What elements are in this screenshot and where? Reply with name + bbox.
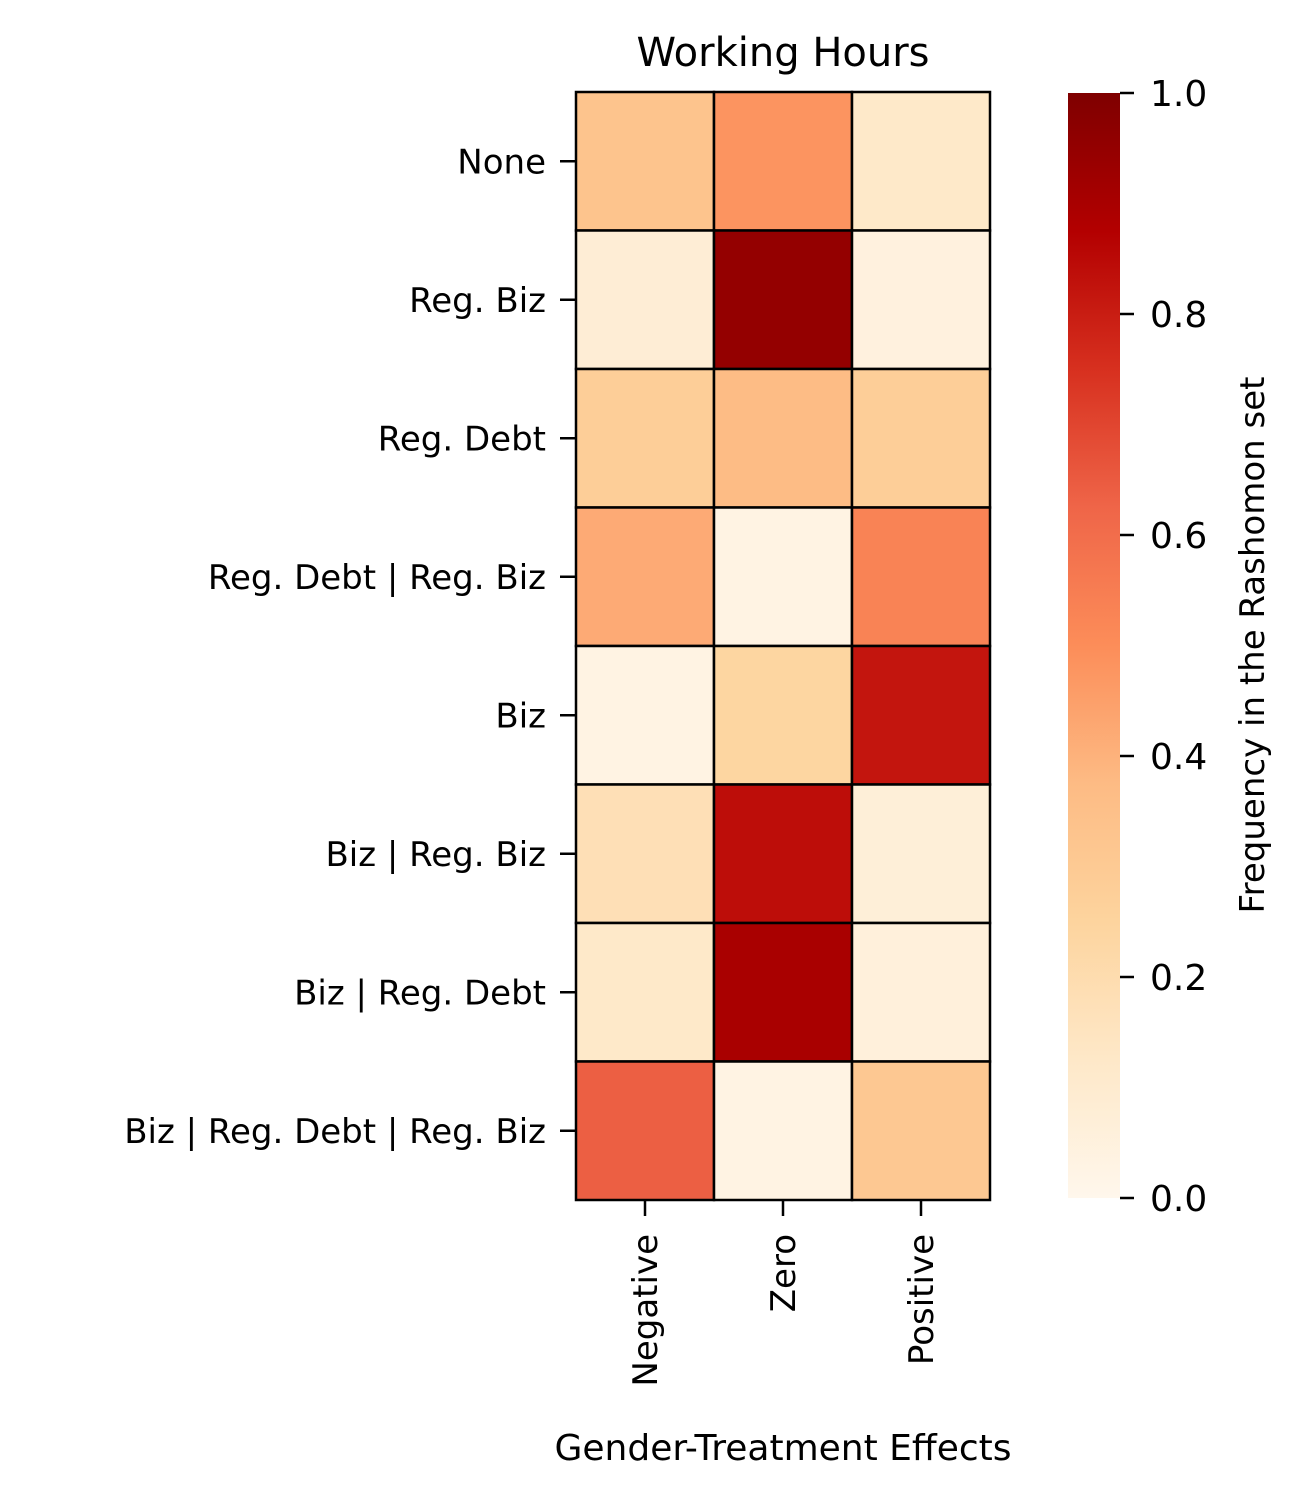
- colorbar-gradient: [1068, 93, 1120, 1198]
- colorbar-tick-label: 0.8: [1150, 295, 1207, 336]
- y-tick-label: Reg. Debt | Reg. Biz: [208, 558, 546, 598]
- heatmap-cell: [850, 644, 992, 786]
- heatmap-cell: [850, 90, 992, 232]
- y-tick-label: Biz: [495, 696, 546, 736]
- heatmap-cell: [574, 921, 716, 1063]
- heatmap-cell: [850, 783, 992, 925]
- heatmap-cell: [712, 644, 854, 786]
- x-tick-label: Negative: [626, 1234, 666, 1387]
- heatmap-cell: [850, 921, 992, 1063]
- heatmap-cell: [850, 506, 992, 648]
- heatmap-cell: [574, 783, 716, 925]
- y-tick-label: Biz | Reg. Debt: [294, 973, 546, 1013]
- heatmap-cell: [574, 229, 716, 371]
- x-tick-label: Zero: [764, 1234, 804, 1312]
- heatmap-cell: [850, 1060, 992, 1202]
- heatmap-cell: [712, 921, 854, 1063]
- heatmap-cell: [712, 367, 854, 509]
- heatmap-cell: [574, 90, 716, 232]
- colorbar-tick-label: 0.4: [1150, 737, 1207, 778]
- y-tick-label: None: [457, 142, 546, 182]
- y-tick-label: Reg. Biz: [409, 281, 546, 321]
- colorbar-tick-label: 0.2: [1150, 958, 1207, 999]
- heatmap-cell: [712, 229, 854, 371]
- y-tick-labels: None Reg. Biz Reg. Debt Reg. Debt | Reg. Bi…: [124, 142, 576, 1152]
- y-tick-label: Biz | Reg. Debt | Reg. Biz: [124, 1112, 546, 1152]
- heatmap-cell: [712, 1060, 854, 1202]
- heatmap-cell: [712, 506, 854, 648]
- y-tick-label: Biz | Reg. Biz: [325, 835, 546, 875]
- chart-title: Working Hours: [636, 30, 929, 76]
- heatmap-cell: [574, 367, 716, 509]
- heatmap-cells: [574, 90, 992, 1202]
- heatmap-cell: [850, 367, 992, 509]
- colorbar: 0.0 0.2 0.4 0.6 0.8 1.0 Frequency in the Rash…: [1068, 74, 1273, 1220]
- colorbar-ticks: 0.0 0.2 0.4 0.6 0.8 1.0: [1120, 74, 1207, 1220]
- heatmap-cell: [574, 506, 716, 648]
- heatmap-cell: [712, 783, 854, 925]
- x-tick-label: Positive: [902, 1234, 942, 1365]
- x-tick-labels: Negative Zero Positive: [626, 1200, 942, 1387]
- colorbar-tick-label: 0.6: [1150, 516, 1207, 557]
- heatmap-cell: [574, 1060, 716, 1202]
- x-axis-label: Gender-Treatment Effects: [554, 1428, 1011, 1469]
- heatmap-cell: [850, 229, 992, 371]
- colorbar-tick-label: 0.0: [1150, 1179, 1207, 1220]
- colorbar-tick-label: 1.0: [1150, 74, 1207, 115]
- heatmap-cell: [574, 644, 716, 786]
- heatmap-cell: [712, 90, 854, 232]
- colorbar-label: Frequency in the Rashomon set: [1233, 377, 1273, 914]
- y-tick-label: Reg. Debt: [378, 419, 546, 459]
